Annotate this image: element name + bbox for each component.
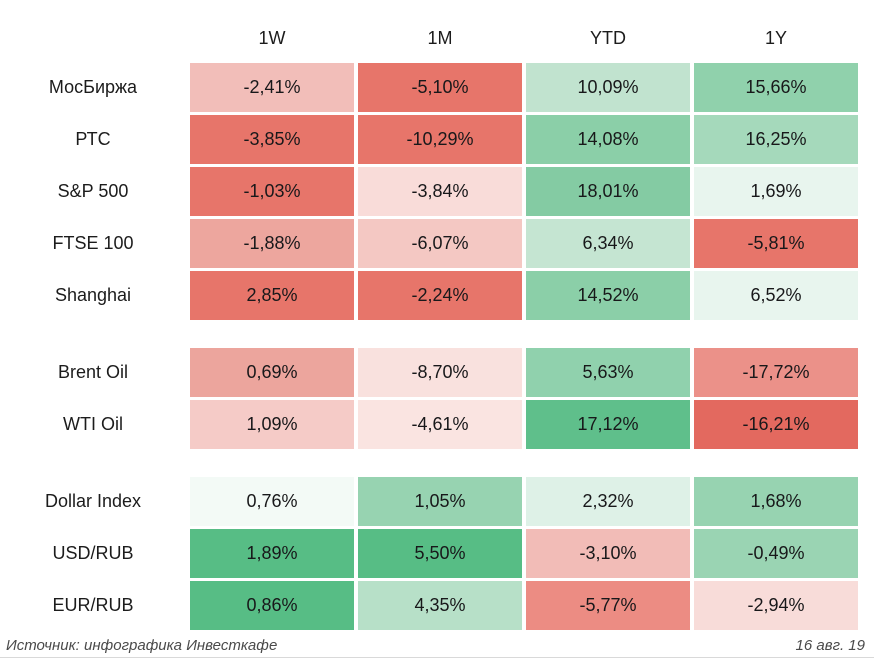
heatmap-cell: -2,24% xyxy=(358,271,522,320)
heatmap-cell: -5,77% xyxy=(526,581,690,630)
column-header-1w: 1W xyxy=(190,16,354,60)
heatmap-cell: 17,12% xyxy=(526,400,690,449)
heatmap-cell: 1,69% xyxy=(694,167,858,216)
heatmap-cell: -16,21% xyxy=(694,400,858,449)
row-label: FTSE 100 xyxy=(0,219,186,268)
heatmap-cell: 4,35% xyxy=(358,581,522,630)
heatmap-cell: 1,09% xyxy=(190,400,354,449)
heatmap-cell: -5,10% xyxy=(358,63,522,112)
heatmap-cell: 1,89% xyxy=(190,529,354,578)
row-label: МосБиржа xyxy=(0,63,186,112)
row-label: EUR/RUB xyxy=(0,581,186,630)
heatmap-cell: 18,01% xyxy=(526,167,690,216)
source-caption: Источник: инфографика Инвесткафе xyxy=(6,637,278,654)
heatmap-cell: 14,08% xyxy=(526,115,690,164)
corner-spacer xyxy=(0,16,186,60)
heatmap-cell: 10,09% xyxy=(526,63,690,112)
heatmap-cell: 2,32% xyxy=(526,477,690,526)
group-spacer xyxy=(0,452,858,474)
group-spacer xyxy=(0,323,858,345)
heatmap-cell: 16,25% xyxy=(694,115,858,164)
heatmap-cell: -3,84% xyxy=(358,167,522,216)
heatmap-cell: -3,10% xyxy=(526,529,690,578)
heatmap-cell: 0,86% xyxy=(190,581,354,630)
heatmap-cell: -6,07% xyxy=(358,219,522,268)
row-label: Dollar Index xyxy=(0,477,186,526)
heatmap-cell: -1,03% xyxy=(190,167,354,216)
date-caption: 16 авг. 19 xyxy=(795,637,865,654)
heatmap-cell: -1,88% xyxy=(190,219,354,268)
column-header-ytd: YTD xyxy=(526,16,690,60)
heatmap-cell: -2,41% xyxy=(190,63,354,112)
heatmap-cell: 14,52% xyxy=(526,271,690,320)
heatmap-table: 1W 1M YTD 1Y МосБиржа -2,41% -5,10% 10,09% 15,66… xyxy=(0,16,858,630)
heatmap-cell: 5,63% xyxy=(526,348,690,397)
heatmap-cell: 1,05% xyxy=(358,477,522,526)
heatmap-cell: 6,34% xyxy=(526,219,690,268)
row-label: Shanghai xyxy=(0,271,186,320)
row-label: WTI Oil xyxy=(0,400,186,449)
footer: Источник: инфографика Инвесткафе 16 авг.… xyxy=(0,637,874,654)
heatmap-cell: -0,49% xyxy=(694,529,858,578)
heatmap-cell: -3,85% xyxy=(190,115,354,164)
heatmap-cell: 0,76% xyxy=(190,477,354,526)
heatmap-cell: 1,68% xyxy=(694,477,858,526)
heatmap-cell: -5,81% xyxy=(694,219,858,268)
heatmap-cell: 0,69% xyxy=(190,348,354,397)
heatmap-cell: 2,85% xyxy=(190,271,354,320)
heatmap-cell: 5,50% xyxy=(358,529,522,578)
column-header-1y: 1Y xyxy=(694,16,858,60)
row-label: РТС xyxy=(0,115,186,164)
row-label: Brent Oil xyxy=(0,348,186,397)
row-label: USD/RUB xyxy=(0,529,186,578)
heatmap-cell: -4,61% xyxy=(358,400,522,449)
heatmap-cell: -17,72% xyxy=(694,348,858,397)
heatmap-cell: -2,94% xyxy=(694,581,858,630)
heatmap-cell: 6,52% xyxy=(694,271,858,320)
row-label: S&P 500 xyxy=(0,167,186,216)
heatmap-cell: -8,70% xyxy=(358,348,522,397)
column-header-1m: 1M xyxy=(358,16,522,60)
heatmap-cell: 15,66% xyxy=(694,63,858,112)
heatmap-cell: -10,29% xyxy=(358,115,522,164)
